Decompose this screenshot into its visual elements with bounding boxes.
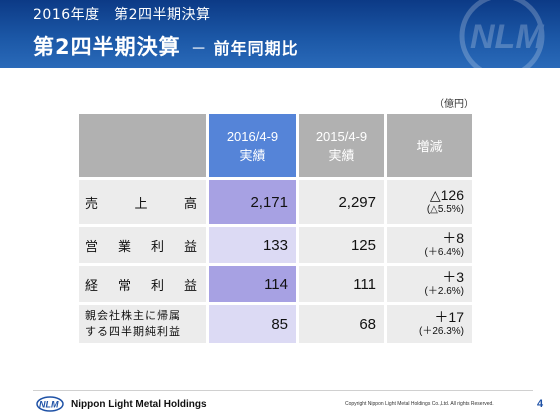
header-subtitle: 2016年度 第2四半期決算 — [33, 7, 211, 23]
cell-previous: 68 — [299, 305, 384, 343]
table-row: 営 業 利 益 133 125 ＋8 (＋6.4%) — [79, 227, 472, 263]
col-header-previous: 2015/4-9 実績 — [299, 114, 384, 177]
cell-diff: ＋3 (＋2.6%) — [387, 266, 472, 302]
title-sub: 前年同期比 — [213, 39, 299, 58]
table-row: 経 常 利 益 114 111 ＋3 (＋2.6%) — [79, 266, 472, 302]
footer-divider — [33, 390, 533, 391]
nlm-logo-icon: NLM — [36, 396, 64, 412]
company-name: Nippon Light Metal Holdings — [71, 398, 207, 410]
footer-logo: NLM Nippon Light Metal Holdings — [35, 396, 207, 412]
copyright-text: Copyright Nippon Light Metal Holdings Co… — [345, 401, 494, 407]
col-prev-kind: 実績 — [328, 147, 355, 163]
table-row: 親会社株主に帰属 する四半期純利益 85 68 ＋17 (＋26.3%) — [79, 305, 472, 343]
nlm-watermark-logo: NLM — [459, 0, 545, 68]
cell-current: 2,171 — [209, 180, 296, 224]
svg-text:NLM: NLM — [39, 400, 59, 410]
cell-current: 133 — [209, 227, 296, 263]
row-label-ordinary-income: 経 常 利 益 — [79, 266, 206, 302]
comparison-table: 2016/4-9 実績 2015/4-9 実績 増減 売 上 高 2,171 2… — [76, 111, 475, 346]
page-number: 4 — [537, 398, 544, 410]
page-title: 第2四半期決算 － 前年同期比 — [33, 31, 299, 61]
row-label-net-sales: 売 上 高 — [79, 180, 206, 224]
cell-previous: 125 — [299, 227, 384, 263]
col-header-current: 2016/4-9 実績 — [209, 114, 296, 177]
cell-current: 85 — [209, 305, 296, 343]
title-main: 第2四半期決算 — [33, 35, 181, 59]
cell-diff: △126 (△5.5%) — [387, 180, 472, 224]
table-row: 売 上 高 2,171 2,297 △126 (△5.5%) — [79, 180, 472, 224]
col-header-diff: 増減 — [387, 114, 472, 177]
cell-current: 114 — [209, 266, 296, 302]
row-label-operating-income: 営 業 利 益 — [79, 227, 206, 263]
col-current-kind: 実績 — [239, 147, 266, 163]
col-prev-period: 2015/4-9 — [315, 128, 368, 144]
cell-diff: ＋8 (＋6.4%) — [387, 227, 472, 263]
cell-diff: ＋17 (＋26.3%) — [387, 305, 472, 343]
header-blank-cell — [79, 114, 206, 177]
unit-label: （億円） — [434, 99, 474, 110]
col-current-period: 2016/4-9 — [226, 128, 279, 144]
cell-previous: 111 — [299, 266, 384, 302]
title-separator: － — [190, 39, 208, 58]
svg-text:NLM: NLM — [470, 18, 544, 56]
table-header-row: 2016/4-9 実績 2015/4-9 実績 増減 — [79, 114, 472, 177]
header-banner: NLM 2016年度 第2四半期決算 第2四半期決算 － 前年同期比 — [0, 0, 560, 68]
row-label-net-income: 親会社株主に帰属 する四半期純利益 — [79, 305, 206, 343]
cell-previous: 2,297 — [299, 180, 384, 224]
